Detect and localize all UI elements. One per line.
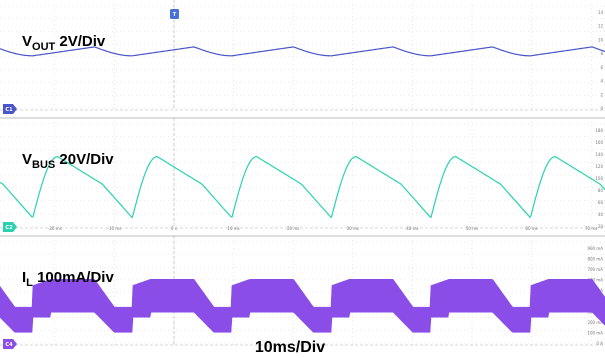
y-tick-label: 160 — [595, 140, 603, 145]
panel-label-il: IL 100mA/Div — [22, 269, 114, 289]
panel-vbus: 180 160 140 120 100 80 60 40 20 VBUS 20V/Div C2 — [0, 117, 605, 232]
y-tick-label: 2 — [600, 92, 603, 97]
y-tick-label: 800 mA — [587, 257, 603, 262]
panel-label-main: I — [22, 269, 26, 286]
y-tick-label: 120 — [595, 164, 603, 169]
y-tick-label: 200 mA — [587, 320, 603, 325]
panel-vout: 14 12 10 8 6 4 2 0 VOUT 2V/Div C1 — [0, 0, 605, 114]
y-tick-label: 100 mA — [587, 330, 603, 335]
y-tick-label: 0 A — [596, 341, 603, 346]
x-tick-label: 20 ms — [287, 226, 299, 231]
channel-marker-shape — [3, 339, 17, 349]
panel-label-scale: 2V/Div — [55, 33, 106, 50]
channel-marker-label: C1 — [5, 107, 13, 113]
y-tick-label: 600 mA — [587, 278, 603, 283]
panel-label-sub: L — [26, 277, 33, 289]
trigger-marker-label: T — [173, 12, 177, 18]
y-tick-label: 0 — [600, 106, 603, 111]
series-vbus-trace — [0, 155, 605, 219]
timebase-label: 10ms/Div — [255, 339, 325, 356]
trigger-marker: T — [170, 9, 179, 19]
channel-marker-vbus: C2 — [3, 222, 17, 232]
y-tick-label: 60 — [598, 200, 604, 205]
y-tick-label: 10 — [598, 37, 604, 42]
channel-marker-il: C4 — [3, 339, 17, 349]
y-tick-label: 12 — [598, 24, 604, 29]
panel-label-sub: OUT — [32, 41, 56, 53]
y-tick-label: 80 — [598, 188, 604, 193]
x-tick-label: 30 ms — [347, 226, 359, 231]
x-tick-label: 60 ms — [525, 226, 537, 231]
panel-label-vbus: VBUS 20V/Div — [22, 151, 114, 171]
y-tick-label: 180 — [595, 128, 603, 133]
y-tick-label: 14 — [598, 10, 604, 15]
panel-label-sub: BUS — [32, 159, 55, 171]
y-tick-label: 4 — [600, 79, 603, 84]
panel-label-scale: 20V/Div — [55, 151, 114, 168]
channel-marker-shape — [3, 222, 17, 232]
y-tick-label: 900 mA — [587, 246, 603, 251]
x-tick-labels: -20 ms -10 ms 0 s 10 ms 20 ms 30 ms 40 ms 50 ms… — [48, 226, 597, 231]
panel-label-vout: VOUT 2V/Div — [22, 33, 106, 53]
x-tick-label: 10 ms — [227, 226, 239, 231]
y-tick-label: 20 — [598, 224, 604, 229]
x-tick-label: 0 s — [171, 226, 177, 231]
series-il-envelope — [0, 279, 605, 333]
series-vout-trace — [0, 46, 605, 57]
x-tick-label: 40 ms — [406, 226, 418, 231]
x-tick-label: 50 ms — [466, 226, 478, 231]
y-tick-label: 140 — [595, 152, 603, 157]
y-tick-label: 100 — [595, 176, 603, 181]
y-tick-label: 40 — [598, 212, 604, 217]
channel-marker-shape — [3, 104, 17, 114]
x-tick-label: -20 ms — [48, 226, 62, 231]
y-tick-label: 8 — [600, 51, 603, 56]
x-tick-label: 70 ms — [585, 226, 597, 231]
channel-marker-vout: C1 — [3, 104, 17, 114]
panel-label-scale: 100mA/Div — [33, 269, 115, 286]
panel-label-main: V — [22, 33, 32, 50]
y-tick-label: 6 — [600, 65, 603, 70]
channel-marker-label: C2 — [5, 225, 13, 231]
y-tick-label: 700 mA — [587, 267, 603, 272]
panel-label-main: V — [22, 151, 32, 168]
channel-marker-label: C4 — [5, 342, 13, 348]
x-tick-label: -10 ms — [108, 226, 122, 231]
